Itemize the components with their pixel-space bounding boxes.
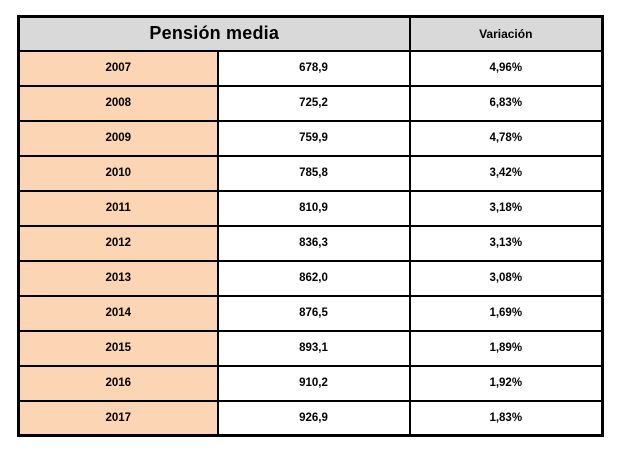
variation-cell: 3,13% [408,224,604,262]
table-row: 2013 862,0 3,08% [17,259,604,297]
variation-cell: 3,42% [408,154,604,192]
year-cell: 2012 [17,224,219,262]
table-row: 2007 678,9 4,96% [17,49,604,87]
table-row: 2012 836,3 3,13% [17,224,604,262]
pension-value-cell: 876,5 [216,294,411,332]
pension-value-cell: 785,8 [216,154,411,192]
variation-cell: 4,78% [408,119,604,157]
pension-value-cell: 926,9 [216,399,411,437]
table-row: 2017 926,9 1,83% [17,399,604,437]
year-cell: 2013 [17,259,219,297]
table-body: 2007 678,9 4,96% 2008 725,2 6,83% 2009 759,9 4,7… [17,49,604,437]
variation-cell: 3,08% [408,259,604,297]
year-cell: 2014 [17,294,219,332]
variation-column-header: Variación [408,15,604,52]
pension-value-cell: 893,1 [216,329,411,367]
variation-cell: 1,69% [408,294,604,332]
table-row: 2011 810,9 3,18% [17,189,604,227]
year-cell: 2007 [17,49,219,87]
year-cell: 2009 [17,119,219,157]
pension-value-cell: 678,9 [216,49,411,87]
pension-value-cell: 910,2 [216,364,411,402]
table-title: Pensión media [17,15,411,52]
year-cell: 2011 [17,189,219,227]
year-cell: 2017 [17,399,219,437]
year-cell: 2008 [17,84,219,122]
pension-value-cell: 725,2 [216,84,411,122]
pension-value-cell: 810,9 [216,189,411,227]
variation-cell: 1,83% [408,399,604,437]
variation-cell: 3,18% [408,189,604,227]
table-row: 2014 876,5 1,69% [17,294,604,332]
pension-value-cell: 759,9 [216,119,411,157]
header-row: Pensión media Variación [17,15,604,52]
table-row: 2009 759,9 4,78% [17,119,604,157]
variation-cell: 1,89% [408,329,604,367]
year-cell: 2015 [17,329,219,367]
table-row: 2015 893,1 1,89% [17,329,604,367]
variation-cell: 4,96% [408,49,604,87]
pension-value-cell: 862,0 [216,259,411,297]
table-row: 2010 785,8 3,42% [17,154,604,192]
variation-cell: 1,92% [408,364,604,402]
table-row: 2008 725,2 6,83% [17,84,604,122]
pension-value-cell: 836,3 [216,224,411,262]
variation-cell: 6,83% [408,84,604,122]
table-row: 2016 910,2 1,92% [17,364,604,402]
year-cell: 2016 [17,364,219,402]
pension-table: Pensión media Variación 2007 678,9 4,96% 20… [17,15,604,437]
year-cell: 2010 [17,154,219,192]
